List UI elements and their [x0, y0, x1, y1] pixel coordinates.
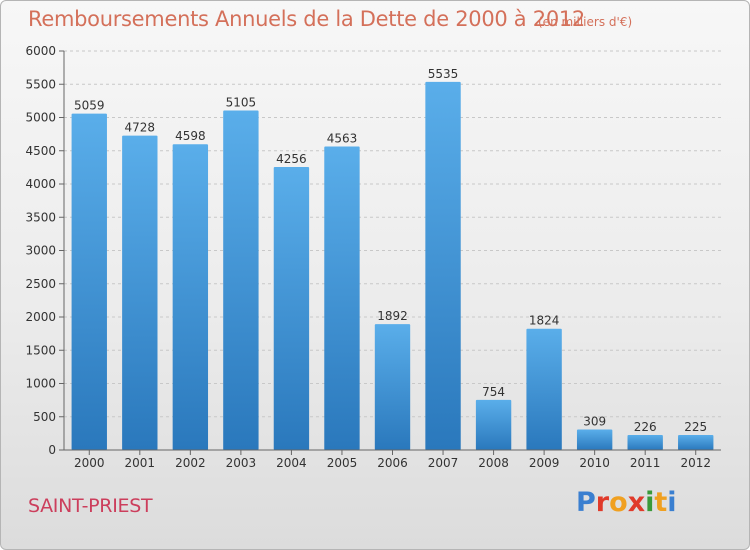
bar	[273, 166, 310, 450]
x-tick-label: 2002	[175, 456, 206, 470]
y-tick-label: 5500	[25, 77, 56, 91]
y-tick-label: 3000	[25, 244, 56, 258]
data-label: 5105	[226, 96, 257, 110]
bar	[627, 434, 663, 450]
logo-letter: P	[576, 487, 596, 518]
y-tick-label: 5000	[25, 111, 56, 125]
data-label: 1824	[529, 314, 560, 328]
data-label: 4256	[276, 152, 307, 166]
x-tick-label: 2011	[630, 456, 661, 470]
y-tick-label: 6000	[25, 44, 56, 58]
x-tick-label: 2006	[377, 456, 408, 470]
chart-title: Remboursements Annuels de la Dette de 20…	[28, 7, 585, 31]
data-label: 5059	[74, 99, 105, 113]
bar	[526, 328, 562, 450]
bar	[374, 324, 411, 450]
x-tick-label: 2005	[327, 456, 358, 470]
x-tick-label: 2007	[428, 456, 459, 470]
x-tick-label: 2012	[680, 456, 711, 470]
bar	[678, 435, 714, 450]
y-tick-label: 4500	[25, 144, 56, 158]
x-tick-label: 2009	[529, 456, 560, 470]
logo-letter: t	[654, 487, 668, 518]
y-tick-label: 500	[33, 410, 56, 424]
data-label: 309	[583, 414, 606, 428]
data-label: 226	[634, 420, 657, 434]
data-label: 754	[482, 385, 505, 399]
y-tick-label: 2500	[25, 277, 56, 291]
logo-letter: o	[609, 487, 628, 518]
bar	[475, 399, 512, 450]
commune-name: SAINT-PRIEST	[28, 495, 153, 517]
x-tick-label: 2004	[276, 456, 307, 470]
bar	[122, 135, 158, 450]
y-tick-label: 1500	[25, 343, 56, 357]
bar	[71, 113, 107, 450]
data-label: 4598	[175, 129, 206, 143]
x-tick-label: 2008	[478, 456, 509, 470]
bar	[172, 144, 209, 450]
y-tick-label: 0	[48, 443, 56, 457]
data-label: 4728	[125, 121, 156, 135]
y-tick-label: 3500	[25, 210, 56, 224]
y-tick-label: 4000	[25, 177, 56, 191]
data-label: 5535	[428, 67, 459, 81]
chart-unit-label: (en milliers d'€)	[538, 15, 633, 29]
x-tick-label: 2003	[226, 456, 257, 470]
x-tick-label: 2001	[125, 456, 156, 470]
bar	[425, 81, 461, 451]
x-tick-label: 2010	[579, 456, 610, 470]
bar	[324, 146, 360, 451]
data-label: 225	[684, 420, 707, 434]
bar	[223, 110, 259, 450]
data-label: 1892	[377, 309, 408, 323]
bar	[576, 429, 613, 450]
data-label: 4563	[327, 132, 358, 146]
logo-letter: r	[595, 487, 610, 518]
x-tick-label: 2000	[74, 456, 105, 470]
proxiti-logo: Proxiti	[576, 487, 677, 518]
logo-letter: i	[645, 487, 655, 518]
y-tick-label: 1000	[25, 377, 56, 391]
logo-letter: x	[627, 487, 646, 518]
y-tick-label: 2000	[25, 310, 56, 324]
logo-letter: i	[667, 487, 677, 518]
